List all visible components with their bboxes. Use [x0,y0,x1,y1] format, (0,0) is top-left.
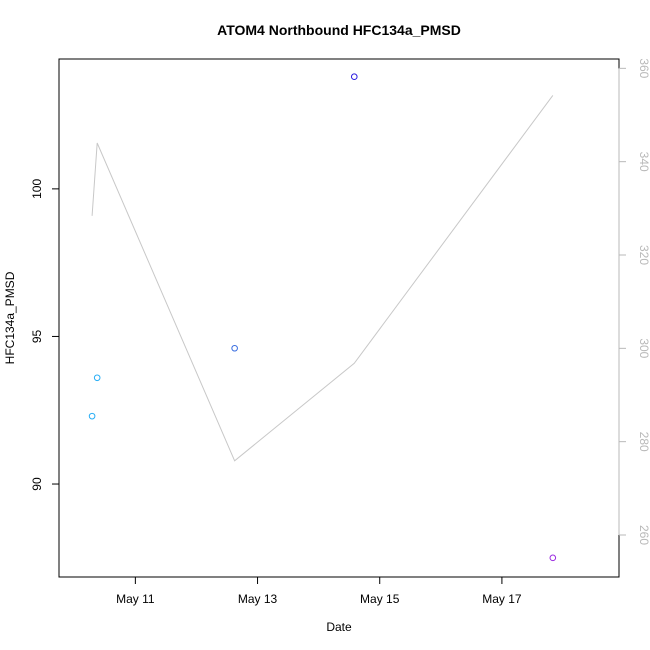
x-tick-label: May 15 [360,592,400,606]
right-y-tick-label: 280 [637,432,650,452]
x-axis-label: Date [326,620,352,634]
x-axis: May 11 May 13 May 15 May 17 [116,576,522,606]
data-point [350,73,358,81]
data-point [231,344,238,352]
chart-title: ATOM4 Northbound HFC134a_PMSD [217,22,461,38]
right-y-tick-label: 320 [637,245,650,265]
data-point [93,374,101,382]
x-tick-label: May 17 [482,592,522,606]
x-tick-label: May 11 [116,592,155,606]
y-tick-label: 90 [30,477,44,491]
x-tick-label: May 13 [238,592,278,606]
series-line [91,95,554,462]
data-point [88,412,96,420]
right-y-tick-label: 260 [637,525,650,545]
series-layer [88,73,557,562]
right-y-axis: 260 280 300 320 340 360 [618,58,650,545]
right-y-tick-label: 340 [637,152,650,172]
y-axis-label: HFC134a_PMSD [3,271,17,364]
right-y-tick-label: 360 [637,58,650,78]
data-point [549,554,557,562]
plot-area [58,58,620,578]
y-tick-label: 95 [30,329,44,343]
right-y-tick-label: 300 [637,338,650,358]
y-axis: 90 95 100 [30,179,60,491]
y-tick-label: 100 [30,179,44,199]
